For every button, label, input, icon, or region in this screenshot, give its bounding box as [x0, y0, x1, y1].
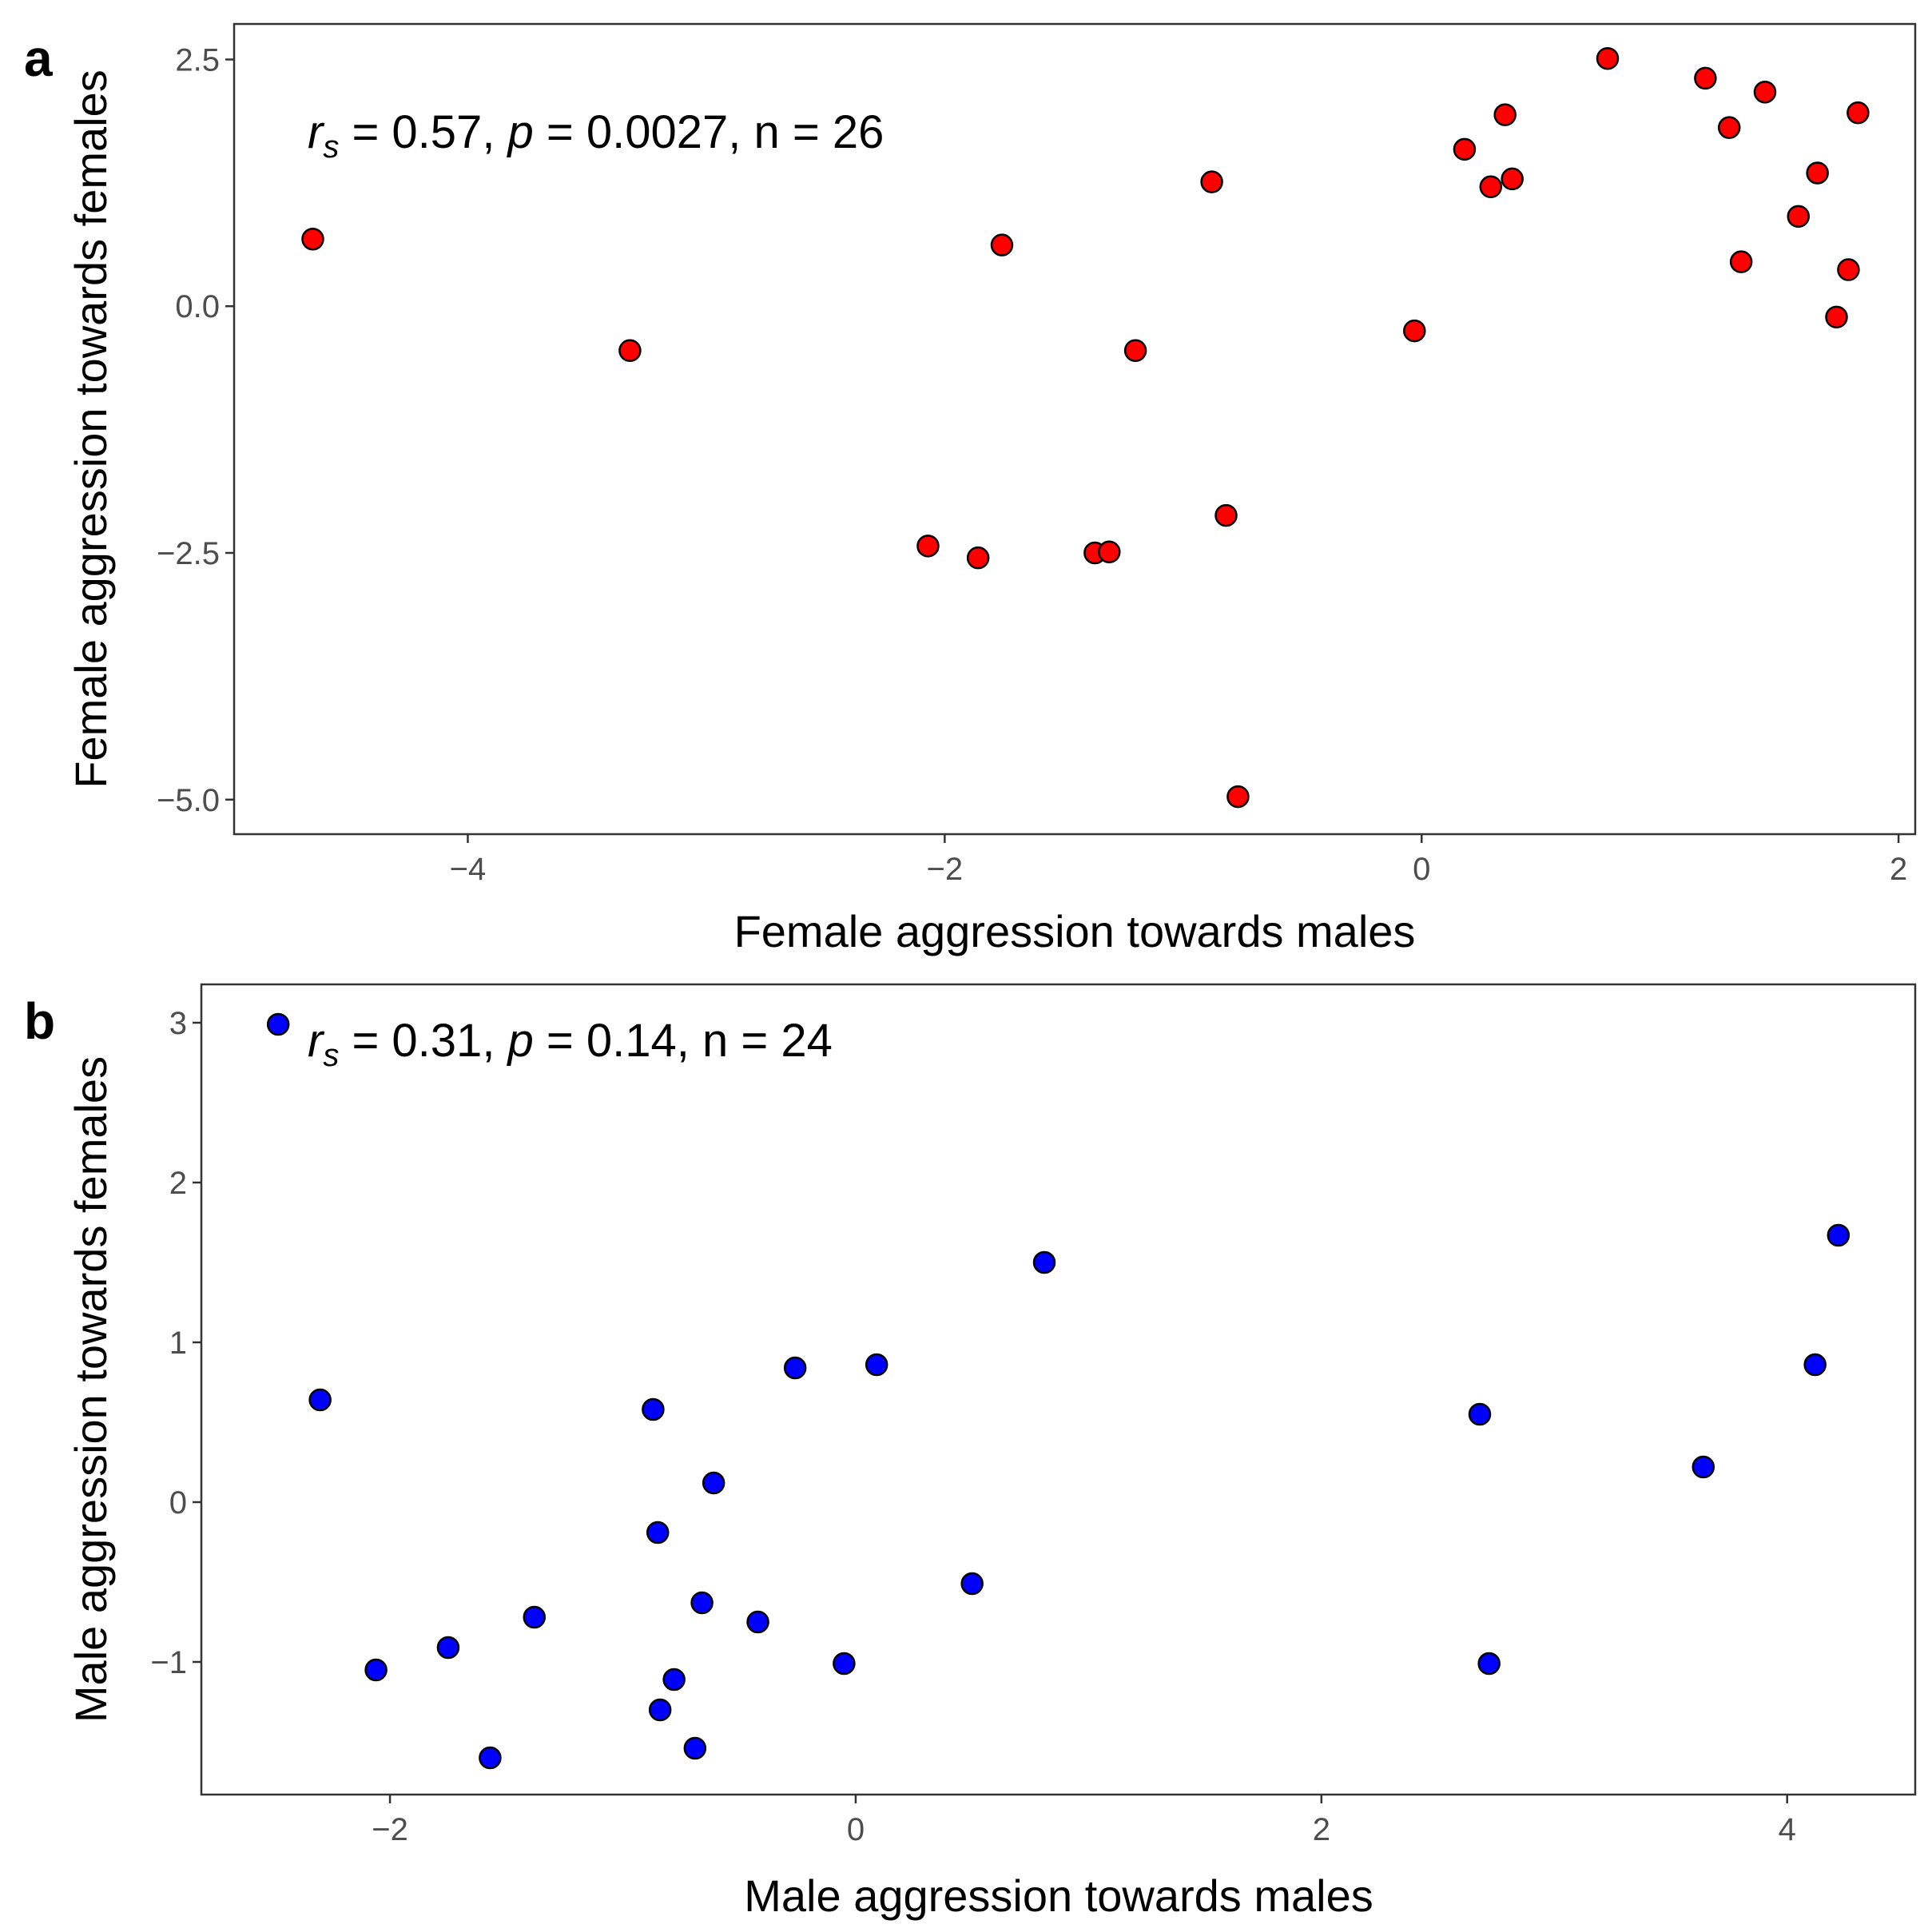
data-point-b — [960, 1572, 984, 1596]
data-point-b — [746, 1610, 769, 1634]
y-tick-label-b: −1 — [150, 1645, 187, 1680]
r-symbol-b: r — [308, 1015, 325, 1067]
data-point-a — [618, 339, 642, 363]
data-point-a — [1098, 540, 1121, 564]
y-tick-label-a: 0.0 — [175, 289, 220, 324]
p-value-b: = 0.14, n = 24 — [534, 1015, 833, 1067]
data-point-b — [833, 1652, 856, 1676]
x-tick-label-b: 0 — [847, 1812, 865, 1847]
data-point-b — [702, 1471, 725, 1495]
r-subscript-b: s — [323, 1038, 339, 1073]
data-point-b — [783, 1356, 807, 1380]
plot-frame-b — [200, 983, 1917, 1796]
stats-annotation-a: rs = 0.57, p = 0.0027, n = 26 — [308, 106, 884, 165]
data-point-b — [308, 1388, 332, 1412]
data-point-b — [865, 1353, 888, 1377]
r-value-b: = 0.31, — [339, 1015, 507, 1067]
stats-annotation-b: rs = 0.31, p = 0.14, n = 24 — [308, 1015, 833, 1073]
data-point-a — [1729, 250, 1753, 273]
data-point-a — [990, 233, 1014, 256]
data-point-a — [1596, 46, 1620, 70]
x-tick-label-a: 2 — [1890, 852, 1907, 887]
data-point-a — [1493, 103, 1517, 126]
panel-label-b: b — [24, 992, 55, 1050]
y-tick-label-b: 3 — [169, 1006, 187, 1041]
data-point-a — [1694, 66, 1717, 90]
data-point-b — [648, 1698, 672, 1722]
data-point-b — [1032, 1250, 1056, 1274]
panel-b: b −1 0 1 2 3 −2 0 2 4 rs = 0.31, p = 0.14, n = … — [24, 983, 1917, 1921]
data-point-b — [1803, 1353, 1827, 1377]
x-tick-label-a: 0 — [1413, 852, 1430, 887]
y-tick-label-b: 2 — [169, 1166, 187, 1201]
scatter-points-b — [266, 1012, 1851, 1770]
y-tick-label-a: −5.0 — [157, 783, 220, 818]
y-tick-label-a: −2.5 — [157, 536, 220, 571]
data-point-a — [1753, 80, 1777, 104]
data-point-a — [966, 546, 990, 570]
r-symbol-a: r — [308, 106, 325, 158]
y-axis-title-b: Male aggression towards females — [66, 1056, 116, 1723]
data-point-a — [1847, 101, 1870, 125]
data-point-b — [523, 1605, 547, 1629]
p-symbol-a: p — [507, 106, 534, 158]
data-point-b — [1477, 1652, 1501, 1676]
panel-a: a −5.0 −2.5 0.0 2.5 −4 −2 0 2 rs = 0.57, p = 0… — [24, 22, 1917, 956]
data-point-a — [1479, 175, 1503, 199]
r-value-a: = 0.57, — [339, 106, 507, 158]
x-tick-label-b: 4 — [1779, 1812, 1796, 1847]
y-axis-title-a: Female aggression towards females — [66, 70, 116, 789]
data-point-b — [1468, 1402, 1492, 1426]
data-point-b — [690, 1591, 714, 1615]
data-point-a — [1825, 305, 1848, 329]
x-tick-label-a: −2 — [927, 852, 964, 887]
data-point-b — [646, 1521, 670, 1544]
data-point-a — [1200, 170, 1223, 193]
y-tick-label-b: 1 — [169, 1326, 187, 1361]
data-point-b — [436, 1636, 460, 1660]
data-point-a — [1453, 137, 1477, 161]
x-ticks-b: −2 0 2 4 — [372, 1795, 1796, 1847]
x-tick-label-b: −2 — [372, 1812, 408, 1847]
data-point-a — [1806, 161, 1829, 185]
data-point-a — [916, 535, 940, 558]
y-ticks-b: −1 0 1 2 3 — [150, 1006, 201, 1680]
y-tick-label-a: 2.5 — [175, 42, 220, 78]
x-tick-label-b: 2 — [1313, 1812, 1330, 1847]
data-point-a — [1123, 339, 1147, 363]
data-point-b — [662, 1668, 686, 1691]
data-point-a — [301, 227, 324, 251]
data-point-a — [1787, 205, 1811, 229]
data-point-a — [1226, 785, 1250, 809]
p-symbol-b: p — [507, 1015, 534, 1067]
data-point-a — [1837, 258, 1860, 281]
data-point-b — [479, 1746, 502, 1770]
data-point-b — [642, 1397, 665, 1421]
data-point-a — [1501, 167, 1524, 191]
x-axis-title-a: Female aggression towards males — [734, 906, 1416, 956]
data-point-b — [1827, 1223, 1851, 1247]
scatter-points-a — [301, 46, 1870, 809]
x-axis-title-b: Male aggression towards males — [744, 1870, 1373, 1921]
data-point-b — [1691, 1455, 1715, 1479]
y-ticks-a: −5.0 −2.5 0.0 2.5 — [157, 42, 234, 818]
data-point-a — [1214, 503, 1238, 527]
plot-frame-a — [233, 22, 1917, 836]
x-ticks-a: −4 −2 0 2 — [450, 834, 1907, 887]
data-point-b — [364, 1658, 388, 1682]
data-point-a — [1403, 319, 1426, 343]
data-point-b — [683, 1736, 707, 1760]
p-value-a: = 0.0027, n = 26 — [534, 106, 885, 158]
data-point-b — [266, 1012, 290, 1036]
y-tick-label-b: 0 — [169, 1485, 187, 1521]
r-subscript-a: s — [323, 129, 339, 165]
panel-label-a: a — [24, 30, 53, 87]
x-tick-label-a: −4 — [450, 852, 487, 887]
data-point-a — [1717, 116, 1741, 139]
